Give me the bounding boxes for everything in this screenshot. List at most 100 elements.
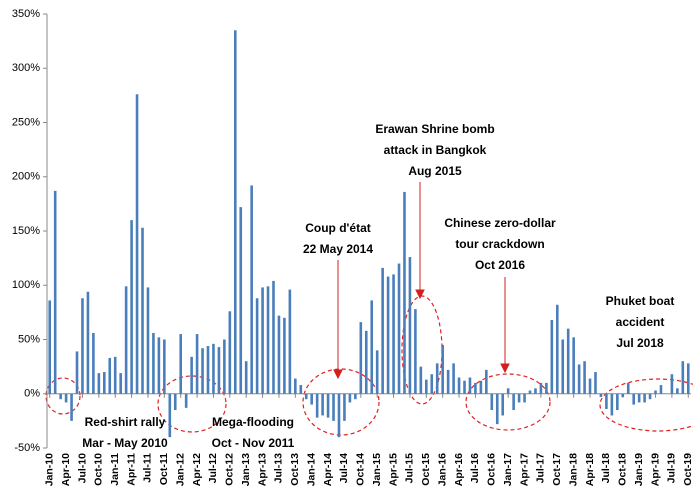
- x-tick-label: Oct-16: [486, 453, 498, 486]
- y-tick-label: 150%: [12, 225, 40, 237]
- bar: [545, 382, 548, 394]
- annotation: Jul 2018: [616, 336, 664, 350]
- bar: [528, 390, 532, 394]
- bar: [81, 298, 84, 394]
- x-tick-label: Jul-19: [666, 453, 678, 484]
- bar: [485, 369, 488, 394]
- bar: [364, 330, 368, 394]
- bar: [403, 191, 406, 394]
- bar: [626, 382, 630, 394]
- x-tick-label: Jul-15: [404, 453, 416, 484]
- bar: [370, 300, 374, 394]
- bar: [414, 309, 417, 394]
- bar: [490, 393, 494, 411]
- bar: [261, 287, 264, 394]
- x-tick-label: Jul-12: [207, 453, 219, 484]
- bar: [375, 350, 379, 394]
- y-tick-label: 100%: [12, 279, 40, 291]
- y-tick-label: 300%: [12, 62, 40, 74]
- x-tick-label: Oct-12: [224, 453, 236, 486]
- bar: [643, 393, 646, 403]
- bar: [397, 263, 401, 394]
- bar: [59, 393, 62, 400]
- bar: [141, 227, 144, 394]
- bar: [70, 393, 73, 421]
- bar: [294, 378, 297, 394]
- bar: [599, 393, 603, 398]
- bar: [468, 377, 472, 394]
- x-tick-label: Jan-19: [633, 453, 645, 486]
- bar: [168, 393, 172, 438]
- annotation: Chinese zero-dollar: [444, 216, 556, 230]
- bar: [561, 339, 565, 394]
- bar: [463, 380, 466, 394]
- highlight-ellipse: [599, 378, 693, 432]
- annotation: 22 May 2014: [303, 242, 373, 256]
- bar: [441, 344, 444, 394]
- bar: [190, 356, 193, 394]
- bar: [479, 380, 483, 394]
- annotation: Red-shirt rally: [85, 415, 166, 429]
- bar: [108, 357, 112, 394]
- bar: [517, 393, 521, 403]
- bar: [103, 372, 106, 394]
- bar: [681, 361, 685, 394]
- bar: [277, 315, 281, 394]
- bar: [244, 361, 248, 394]
- annotation: Phuket boat: [606, 294, 675, 308]
- bar: [233, 30, 237, 394]
- annotation: Aug 2015: [408, 164, 462, 178]
- bar: [408, 257, 412, 394]
- bar: [555, 304, 559, 394]
- annotation: Mar - May 2010: [82, 436, 168, 450]
- x-tick-label: Apr-10: [60, 453, 72, 486]
- bar: [157, 337, 161, 394]
- bar: [452, 363, 455, 394]
- bar: [648, 393, 652, 400]
- bar: [86, 291, 90, 394]
- bar: [146, 287, 150, 394]
- bar: [239, 207, 243, 394]
- x-tick-label: Jul-18: [600, 453, 612, 484]
- bar: [315, 393, 319, 418]
- bar: [506, 388, 510, 394]
- bar: [304, 393, 308, 400]
- annotation: tour crackdown: [455, 237, 544, 251]
- bar: [283, 317, 286, 394]
- bar: [130, 220, 133, 394]
- annotation: Oct - Nov 2011: [212, 436, 295, 450]
- highlight-ellipse: [45, 377, 81, 415]
- bar: [97, 373, 101, 394]
- bar: [501, 393, 505, 416]
- bar: [534, 388, 537, 394]
- highlight-ellipse: [465, 373, 551, 431]
- bar: [228, 311, 232, 394]
- bar: [495, 393, 499, 425]
- bar: [354, 393, 357, 400]
- bar: [163, 339, 166, 394]
- arrow-head: [500, 363, 510, 374]
- y-tick-label: 50%: [18, 333, 40, 345]
- bar: [474, 382, 477, 394]
- annotation: Coup d'état: [305, 221, 371, 235]
- arrow-head: [415, 289, 425, 300]
- x-tick-label: Oct-17: [551, 453, 563, 486]
- y-tick-label: 200%: [12, 171, 40, 183]
- bar: [637, 393, 641, 403]
- bar: [321, 393, 324, 416]
- bar: [419, 366, 423, 394]
- x-tick-label: Apr-11: [125, 453, 137, 486]
- bar: [124, 286, 128, 394]
- bar: [310, 393, 313, 405]
- bar: [435, 363, 439, 394]
- bar: [616, 393, 619, 411]
- x-tick-label: Oct-15: [420, 453, 432, 486]
- arrows: [333, 182, 510, 380]
- bar: [48, 300, 52, 394]
- bar: [272, 280, 275, 394]
- x-tick-label: Apr-14: [322, 453, 334, 486]
- annotation: Oct 2016: [475, 258, 525, 272]
- bar: [670, 374, 674, 394]
- bar: [588, 378, 592, 394]
